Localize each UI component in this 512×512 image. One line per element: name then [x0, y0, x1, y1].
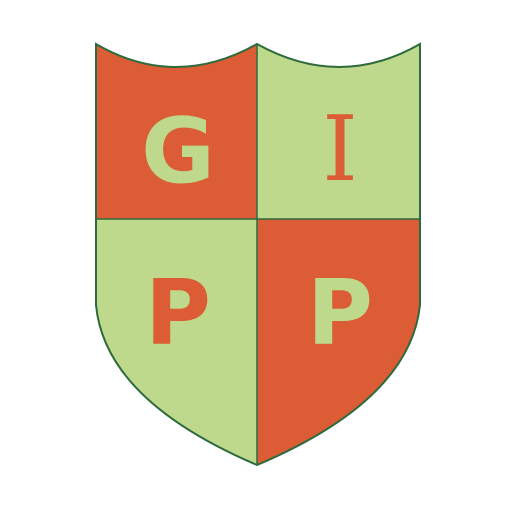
letter-i: I — [322, 97, 358, 202]
quadrant-top-right — [257, 44, 420, 219]
letter-p-right: P — [307, 261, 373, 366]
letter-p-left: P — [145, 261, 211, 366]
letter-g: G — [141, 99, 215, 204]
quadrant-top-left — [96, 44, 257, 219]
shield-outline — [95, 42, 421, 467]
